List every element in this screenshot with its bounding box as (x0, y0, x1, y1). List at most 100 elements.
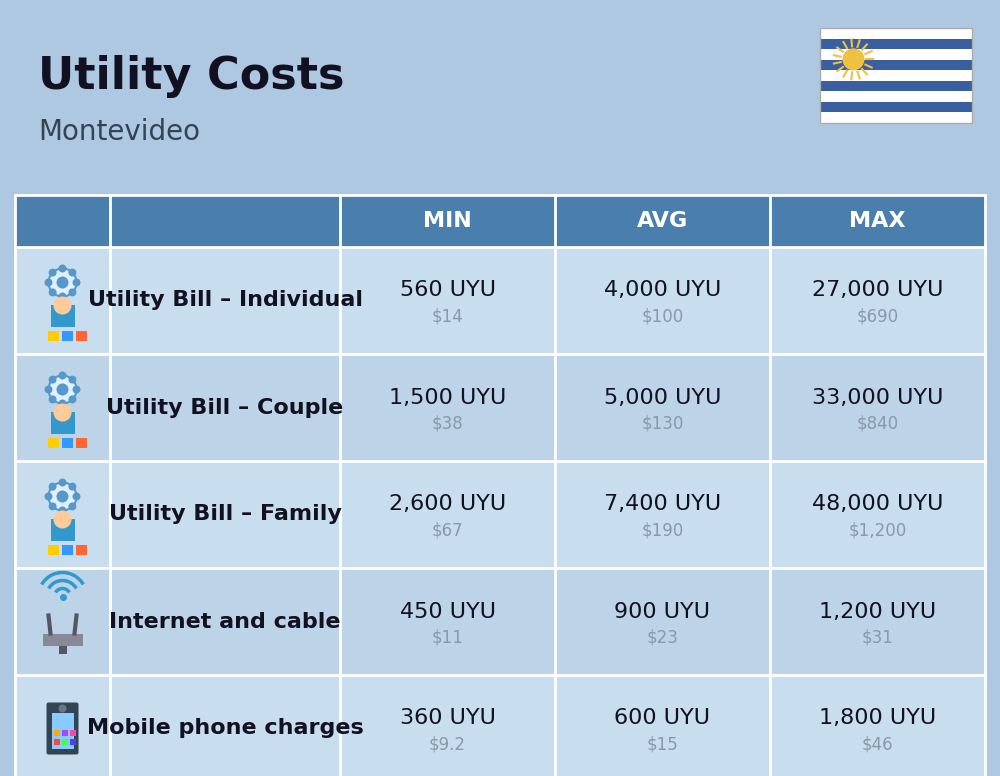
Text: 2,600 UYU: 2,600 UYU (389, 494, 506, 514)
Bar (820, 28, 972, 39)
Text: 600 UYU: 600 UYU (614, 708, 710, 729)
Bar (54, 739, 60, 744)
Text: $130: $130 (641, 414, 684, 432)
Bar (70, 729, 76, 736)
Circle shape (49, 502, 57, 511)
Text: 1,200 UYU: 1,200 UYU (819, 601, 936, 622)
Text: $190: $190 (641, 521, 684, 539)
Circle shape (68, 268, 76, 276)
Bar (76, 545, 87, 555)
Text: 7,400 UYU: 7,400 UYU (604, 494, 721, 514)
Bar (820, 39, 972, 49)
Bar (15, 461, 985, 568)
Circle shape (68, 289, 76, 296)
Text: 4,000 UYU: 4,000 UYU (604, 280, 721, 300)
Text: $9.2: $9.2 (429, 736, 466, 753)
Text: Montevideo: Montevideo (38, 118, 200, 146)
Circle shape (48, 268, 76, 296)
Bar (50, 411, 74, 434)
Text: $46: $46 (862, 736, 893, 753)
Bar (50, 304, 74, 327)
Text: $23: $23 (647, 629, 678, 646)
Text: 48,000 UYU: 48,000 UYU (812, 494, 943, 514)
Circle shape (49, 289, 57, 296)
Text: Utility Bill – Family: Utility Bill – Family (109, 504, 341, 525)
Bar (820, 102, 972, 113)
Circle shape (48, 376, 76, 404)
Text: Utility Bill – Couple: Utility Bill – Couple (106, 397, 344, 417)
FancyBboxPatch shape (46, 702, 78, 754)
Circle shape (56, 383, 68, 396)
Bar (15, 568, 985, 675)
Circle shape (48, 483, 76, 511)
Text: MIN: MIN (423, 211, 472, 231)
Text: 33,000 UYU: 33,000 UYU (812, 387, 943, 407)
Bar (54, 729, 60, 736)
Text: $11: $11 (432, 629, 463, 646)
Bar (820, 70, 972, 81)
Text: $38: $38 (432, 414, 463, 432)
Circle shape (58, 479, 66, 487)
Bar (76, 331, 87, 341)
Circle shape (54, 511, 72, 528)
Circle shape (72, 493, 80, 501)
Bar (58, 646, 66, 653)
Text: Utility Bill – Individual: Utility Bill – Individual (88, 290, 362, 310)
Bar (15, 195, 985, 776)
Circle shape (68, 376, 76, 383)
Circle shape (56, 490, 68, 503)
Circle shape (58, 372, 66, 379)
Text: $31: $31 (862, 629, 893, 646)
Bar (62, 729, 68, 736)
Circle shape (56, 276, 68, 289)
Bar (62, 739, 68, 744)
Bar (50, 518, 74, 541)
Bar (15, 247, 985, 354)
Text: $690: $690 (856, 307, 899, 325)
Bar (820, 92, 972, 102)
Circle shape (842, 48, 864, 71)
Bar (62, 438, 72, 448)
Circle shape (44, 386, 52, 393)
Text: $100: $100 (641, 307, 684, 325)
Bar (15, 354, 985, 461)
Circle shape (68, 483, 76, 490)
Text: $15: $15 (647, 736, 678, 753)
Bar (820, 49, 972, 60)
Bar (15, 195, 985, 247)
Bar (70, 739, 76, 744)
Circle shape (58, 400, 66, 407)
Bar (15, 675, 985, 776)
Circle shape (54, 404, 72, 421)
Bar (820, 113, 972, 123)
Bar (820, 28, 972, 123)
Text: $14: $14 (432, 307, 463, 325)
Circle shape (58, 507, 66, 514)
Text: Mobile phone charges: Mobile phone charges (87, 719, 363, 739)
Bar (42, 633, 82, 646)
Text: 1,800 UYU: 1,800 UYU (819, 708, 936, 729)
Circle shape (58, 705, 66, 712)
Circle shape (72, 279, 80, 286)
Bar (48, 331, 58, 341)
Text: 360 UYU: 360 UYU (400, 708, 495, 729)
Text: MAX: MAX (849, 211, 906, 231)
Text: 5,000 UYU: 5,000 UYU (604, 387, 721, 407)
Bar (62, 331, 72, 341)
Circle shape (49, 396, 57, 404)
Bar (62, 545, 72, 555)
Text: 450 UYU: 450 UYU (400, 601, 496, 622)
Text: Utility Costs: Utility Costs (38, 55, 344, 98)
Bar (48, 438, 58, 448)
Circle shape (44, 279, 52, 286)
Circle shape (68, 502, 76, 511)
Circle shape (54, 296, 72, 314)
Bar (820, 28, 972, 123)
Bar (820, 81, 972, 92)
Text: Internet and cable: Internet and cable (109, 611, 341, 632)
Bar (52, 712, 74, 749)
Circle shape (58, 293, 66, 300)
Circle shape (68, 396, 76, 404)
Text: 900 UYU: 900 UYU (614, 601, 710, 622)
Circle shape (49, 376, 57, 383)
